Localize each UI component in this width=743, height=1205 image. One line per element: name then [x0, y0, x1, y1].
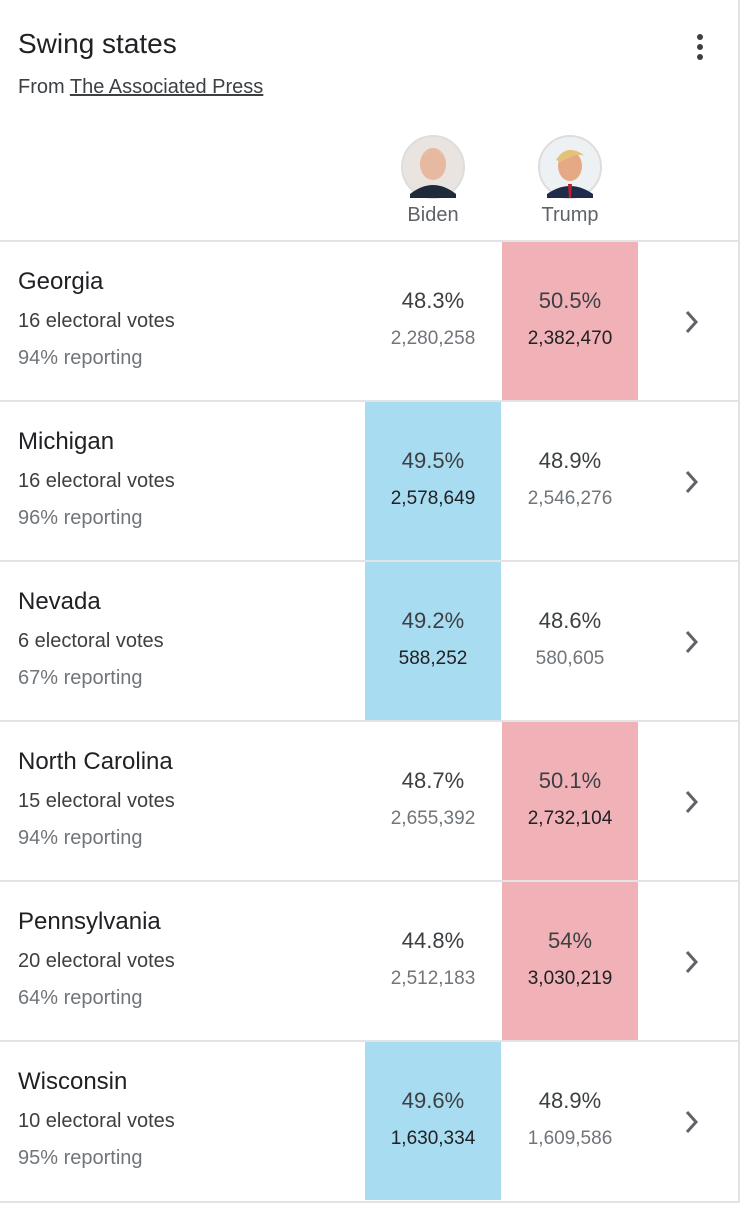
- state-name: Nevada: [18, 588, 101, 615]
- reporting: 96% reporting: [18, 507, 143, 529]
- state-row[interactable]: Georgia 16 electoral votes 94% reporting 48…: [0, 240, 738, 400]
- trump-avatar: [538, 135, 602, 199]
- vote-count: 588,252: [398, 648, 468, 669]
- result-cell: 50.5% 2,382,470: [502, 242, 638, 400]
- result-cell: 48.6% 580,605: [502, 562, 638, 720]
- vote-count: 580,605: [535, 648, 605, 669]
- result-cell: 48.9% 2,546,276: [502, 402, 638, 560]
- vote-percent: 49.5%: [401, 448, 465, 473]
- chevron: [685, 1110, 699, 1134]
- vote-count: 1,630,334: [390, 1128, 476, 1149]
- result-cell: 54% 3,030,219: [502, 882, 638, 1040]
- menu-button[interactable]: [688, 32, 712, 62]
- vote-count: 2,546,276: [527, 488, 613, 509]
- state-name: Wisconsin: [18, 1068, 128, 1095]
- vote-count: 2,655,392: [390, 808, 476, 829]
- result-cell: 49.5% 2,578,649: [365, 402, 501, 560]
- electoral-votes: 16 electoral votes: [18, 310, 175, 332]
- reporting: 95% reporting: [18, 1147, 143, 1169]
- result-cell: 48.3% 2,280,258: [365, 242, 501, 400]
- vote-count: 3,030,219: [527, 968, 613, 989]
- state-name: Pennsylvania: [18, 908, 161, 935]
- vote-percent: 48.6%: [538, 608, 602, 633]
- reporting: 67% reporting: [18, 667, 143, 689]
- result-cell: 48.7% 2,655,392: [365, 722, 501, 880]
- state-row[interactable]: Michigan 16 electoral votes 96% reporting 4…: [0, 400, 738, 560]
- vote-count: 2,382,470: [527, 328, 613, 349]
- vote-percent: 44.8%: [401, 928, 465, 953]
- chevron: [685, 310, 699, 334]
- result-cell: 49.6% 1,630,334: [365, 1042, 501, 1200]
- chevron: [685, 790, 699, 814]
- vote-percent: 54%: [547, 928, 593, 953]
- result-cell: 48.9% 1,609,586: [502, 1042, 638, 1200]
- vote-percent: 49.6%: [401, 1088, 465, 1113]
- vote-count: 2,732,104: [527, 808, 613, 829]
- result-cell: 50.1% 2,732,104: [502, 722, 638, 880]
- biden-avatar: [401, 135, 465, 199]
- title: Swing states: [18, 28, 177, 59]
- state-row[interactable]: Nevada 6 electoral votes 67% reporting 49.2…: [0, 560, 738, 720]
- source-link[interactable]: The Associated Press: [69, 76, 264, 98]
- chevron: [685, 950, 699, 974]
- source-line: From The Associated Press: [18, 76, 263, 99]
- reporting: 94% reporting: [18, 347, 143, 369]
- vote-count: 2,280,258: [390, 328, 476, 349]
- vote-percent: 48.3%: [401, 288, 465, 313]
- vote-count: 1,609,586: [527, 1128, 613, 1149]
- vote-percent: 48.9%: [538, 448, 602, 473]
- reporting: 64% reporting: [18, 987, 143, 1009]
- chevron: [685, 630, 699, 654]
- reporting: 94% reporting: [18, 827, 143, 849]
- electoral-votes: 20 electoral votes: [18, 950, 175, 972]
- state-name: Georgia: [18, 268, 104, 295]
- electoral-votes: 16 electoral votes: [18, 470, 175, 492]
- vote-percent: 49.2%: [401, 608, 465, 633]
- vote-percent: 48.7%: [401, 768, 465, 793]
- result-cell: 49.2% 588,252: [365, 562, 501, 720]
- candidate-name: Trump: [541, 204, 599, 226]
- vote-count: 2,512,183: [390, 968, 476, 989]
- vote-percent: 50.5%: [538, 288, 602, 313]
- electoral-votes: 6 electoral votes: [18, 630, 164, 652]
- result-cell: 44.8% 2,512,183: [365, 882, 501, 1040]
- state-row[interactable]: Pennsylvania 20 electoral votes 64% report…: [0, 880, 738, 1040]
- vote-count: 2,578,649: [390, 488, 476, 509]
- chevron: [685, 470, 699, 494]
- electoral-votes: 10 electoral votes: [18, 1110, 175, 1132]
- state-row[interactable]: Wisconsin 10 electoral votes 95% reporting…: [0, 1040, 738, 1200]
- source-prefix: From: [18, 76, 65, 98]
- electoral-votes: 15 electoral votes: [18, 790, 175, 812]
- state-name: Michigan: [18, 428, 115, 455]
- state-name: North Carolina: [18, 748, 173, 775]
- vote-percent: 50.1%: [538, 768, 602, 793]
- candidate-name: Biden: [407, 204, 459, 226]
- state-row[interactable]: North Carolina 15 electoral votes 94% repo…: [0, 720, 738, 880]
- vote-percent: 48.9%: [538, 1088, 602, 1113]
